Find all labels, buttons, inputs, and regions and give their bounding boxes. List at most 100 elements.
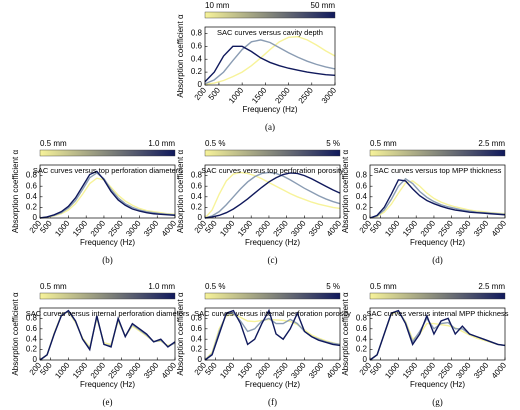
colorbar-min-label: 10 mm <box>205 1 230 10</box>
y-tick-label: 0.2 <box>191 345 203 354</box>
y-tick-label: 0.6 <box>26 181 38 190</box>
y-tick-label: 0.8 <box>356 314 368 323</box>
y-tick-label: 0 <box>198 213 203 222</box>
y-tick-label: 0.4 <box>26 192 38 201</box>
x-tick-label: 2500 <box>437 218 456 238</box>
y-tick-label: 0.8 <box>191 29 203 38</box>
caption: (a) <box>265 122 275 132</box>
x-tick-label: 2500 <box>272 360 291 380</box>
y-tick-label: 0.2 <box>356 345 368 354</box>
y-tick-label: 0.4 <box>191 192 203 201</box>
x-tick-label: 500 <box>368 218 384 234</box>
x-axis-label: Frequency (Hz) <box>245 238 300 247</box>
curve <box>204 308 341 361</box>
x-tick-label: 1000 <box>383 218 402 238</box>
y-tick-label: 0 <box>33 213 38 222</box>
x-tick-label: 1000 <box>53 218 72 238</box>
y-tick-label: 0.8 <box>356 171 368 180</box>
curve <box>369 177 506 219</box>
x-axis-label: Frequency (Hz) <box>410 380 465 389</box>
x-tick-label: 3500 <box>472 218 491 238</box>
y-tick-label: 0.8 <box>191 171 203 180</box>
y-tick-label: 0.4 <box>356 192 368 201</box>
caption: (f) <box>268 397 277 407</box>
x-axis-label: Frequency (Hz) <box>410 238 465 247</box>
y-tick-label: 0.4 <box>26 334 38 343</box>
x-tick-label: 500 <box>368 360 384 376</box>
x-axis-label: Frequency (Hz) <box>80 238 135 247</box>
curve <box>39 170 176 219</box>
y-tick-label: 0.2 <box>26 345 38 354</box>
y-tick-label: 0.6 <box>356 181 368 190</box>
y-axis-label: Absorption coefficient α <box>176 292 185 376</box>
y-tick-label: 0 <box>198 80 203 89</box>
x-tick-label: 3500 <box>307 360 326 380</box>
y-tick-label: 0.4 <box>356 334 368 343</box>
colorbar <box>39 292 176 300</box>
curve <box>204 39 336 85</box>
colorbar-max-label: 50 mm <box>311 1 336 10</box>
x-tick-label: 3000 <box>289 360 308 380</box>
x-tick-label: 1500 <box>401 360 420 380</box>
x-tick-label: 1500 <box>250 85 269 105</box>
curve <box>204 35 336 86</box>
x-tick-label: 200 <box>193 85 209 101</box>
colorbar-min-label: 0.5 % <box>205 139 225 148</box>
caption: (d) <box>432 255 443 265</box>
curve <box>39 309 176 361</box>
y-tick-label: 0.2 <box>191 67 203 76</box>
y-tick-label: 0.4 <box>191 334 203 343</box>
caption: (e) <box>103 397 113 407</box>
y-tick-label: 0.2 <box>356 203 368 212</box>
y-tick-label: 0.2 <box>26 203 38 212</box>
x-tick-label: 500 <box>38 360 54 376</box>
x-tick-label: 3000 <box>289 218 308 238</box>
x-tick-label: 3500 <box>307 218 326 238</box>
x-tick-label: 2000 <box>89 360 108 380</box>
plot-frame <box>369 307 506 361</box>
plot-title: SAC curves versus internal perforation p… <box>194 309 351 318</box>
colorbar <box>204 292 341 300</box>
plot-title: SAC curves versus top perforation porosi… <box>201 166 344 175</box>
x-tick-label: 3000 <box>454 218 473 238</box>
x-tick-label: 2000 <box>419 218 438 238</box>
y-tick-label: 0.6 <box>191 324 203 333</box>
x-tick-label: 2500 <box>297 85 316 105</box>
y-tick-label: 0.8 <box>26 314 38 323</box>
x-tick-label: 4000 <box>490 360 509 380</box>
curve <box>39 172 176 219</box>
x-tick-label: 2500 <box>107 360 126 380</box>
y-tick-label: 0 <box>198 355 203 364</box>
x-tick-label: 3000 <box>454 360 473 380</box>
plot-title: SAC curves versus internal MPP thickness <box>367 309 509 318</box>
plot-frame <box>39 164 176 219</box>
colorbar-max-label: 2.5 mm <box>478 139 505 148</box>
x-tick-label: 1500 <box>71 360 90 380</box>
y-tick-label: 0.8 <box>26 171 38 180</box>
colorbar-max-label: 5 % <box>326 139 340 148</box>
plot-frame <box>204 307 341 361</box>
colorbar-min-label: 0.5 mm <box>370 282 397 291</box>
x-tick-label: 2000 <box>254 360 273 380</box>
x-tick-label: 3500 <box>142 360 161 380</box>
colorbar-min-label: 0.5 mm <box>370 139 397 148</box>
x-tick-label: 2000 <box>419 360 438 380</box>
x-tick-label: 2000 <box>254 218 273 238</box>
plot-frame <box>204 164 341 219</box>
y-axis-label: Absorption coefficient α <box>176 150 185 234</box>
plot-frame <box>369 164 506 219</box>
y-tick-label: 0 <box>33 355 38 364</box>
x-tick-label: 1000 <box>383 360 402 380</box>
y-tick-label: 0 <box>363 213 368 222</box>
y-axis-label: Absorption coefficient α <box>11 292 20 376</box>
curve <box>369 309 506 361</box>
colorbar-max-label: 5 % <box>326 282 340 291</box>
x-tick-label: 2000 <box>273 85 292 105</box>
x-tick-label: 3000 <box>124 218 143 238</box>
x-tick-label: 2500 <box>437 360 456 380</box>
colorbar <box>204 149 341 157</box>
x-axis-label: Frequency (Hz) <box>242 105 297 114</box>
x-tick-label: 1500 <box>236 360 255 380</box>
y-tick-label: 0.6 <box>191 41 203 50</box>
plot-title: SAC curves versus top perforation diamet… <box>33 166 182 175</box>
